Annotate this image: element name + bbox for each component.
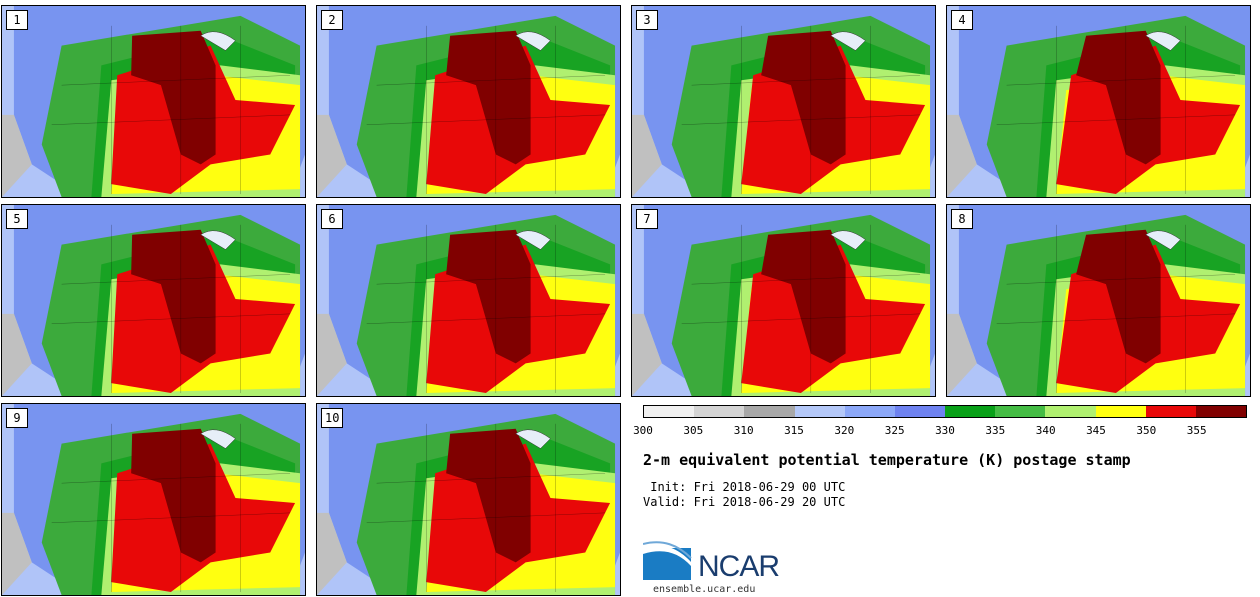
colorbar-tick-label: 325 (884, 424, 905, 437)
theta-e-map (317, 205, 620, 396)
map-panel: 1 (1, 5, 306, 198)
panel-number: 7 (636, 209, 658, 229)
map-panel: 5 (1, 204, 306, 397)
colorbar-segment (945, 406, 996, 417)
colorbar (643, 405, 1247, 418)
panel-number: 4 (951, 10, 973, 30)
panel-number: 3 (636, 10, 658, 30)
panel-number: 5 (6, 209, 28, 229)
logo-text: NCAR (698, 550, 780, 583)
panel-number: 2 (321, 10, 343, 30)
colorbar-segment (1095, 406, 1146, 417)
map-title: 2-m equivalent potential temperature (K)… (643, 451, 1131, 469)
map-panel: 10 (316, 403, 621, 596)
panel-number: 10 (321, 408, 344, 428)
map-panel: 8 (946, 204, 1251, 397)
theta-e-map (2, 205, 305, 396)
theta-e-map (947, 205, 1250, 396)
colorbar-tick-label: 340 (1035, 424, 1056, 437)
colorbar-tick-label: 345 (1086, 424, 1106, 437)
colorbar-tick-label: 335 (985, 424, 1006, 437)
colorbar-segment (744, 406, 795, 417)
colorbar-segment (794, 406, 845, 417)
theta-e-map (2, 404, 305, 595)
init-time: Init: Fri 2018-06-29 00 UTC (643, 480, 846, 494)
colorbar-segment (894, 406, 946, 417)
theta-e-map (632, 205, 935, 396)
valid-time: Valid: Fri 2018-06-29 20 UTC (643, 495, 846, 509)
theta-e-map (632, 6, 935, 197)
panel-number: 9 (6, 408, 28, 428)
theta-e-map (2, 6, 305, 197)
map-panel: 7 (631, 204, 936, 397)
colorbar-segment (644, 406, 695, 417)
colorbar-tick-label: 305 (683, 424, 704, 437)
panel-number: 1 (6, 10, 28, 30)
colorbar-segment (995, 406, 1046, 417)
panel-number: 6 (321, 209, 343, 229)
theta-e-map (317, 6, 620, 197)
panel-number: 8 (951, 209, 973, 229)
colorbar-tick-label: 310 (733, 424, 754, 437)
colorbar-tick-label: 355 (1186, 424, 1207, 437)
map-panel: 6 (316, 204, 621, 397)
colorbar-tick-label: 315 (784, 424, 804, 437)
colorbar-segment (1045, 406, 1096, 417)
logo-url: ensemble.ucar.edu (653, 584, 756, 595)
map-panel: 2 (316, 5, 621, 198)
colorbar-tick-label: 330 (935, 424, 955, 437)
theta-e-map (947, 6, 1250, 197)
map-panel: 4 (946, 5, 1251, 198)
map-panel: 3 (631, 5, 936, 198)
colorbar-segment (844, 406, 895, 417)
colorbar-segment (694, 406, 745, 417)
colorbar-tick-label: 300 (633, 424, 653, 437)
map-panel: 9 (1, 403, 306, 596)
colorbar-segment (1145, 406, 1196, 417)
colorbar-tick-label: 320 (834, 424, 855, 437)
ncar-logo-icon (643, 541, 692, 580)
colorbar-ticks: 300 305 310 315 320 325 330 335 340 345 350 355 (633, 424, 1247, 438)
theta-e-map (317, 404, 620, 595)
colorbar-segment (1195, 406, 1247, 417)
colorbar-tick-label: 350 (1136, 424, 1157, 437)
